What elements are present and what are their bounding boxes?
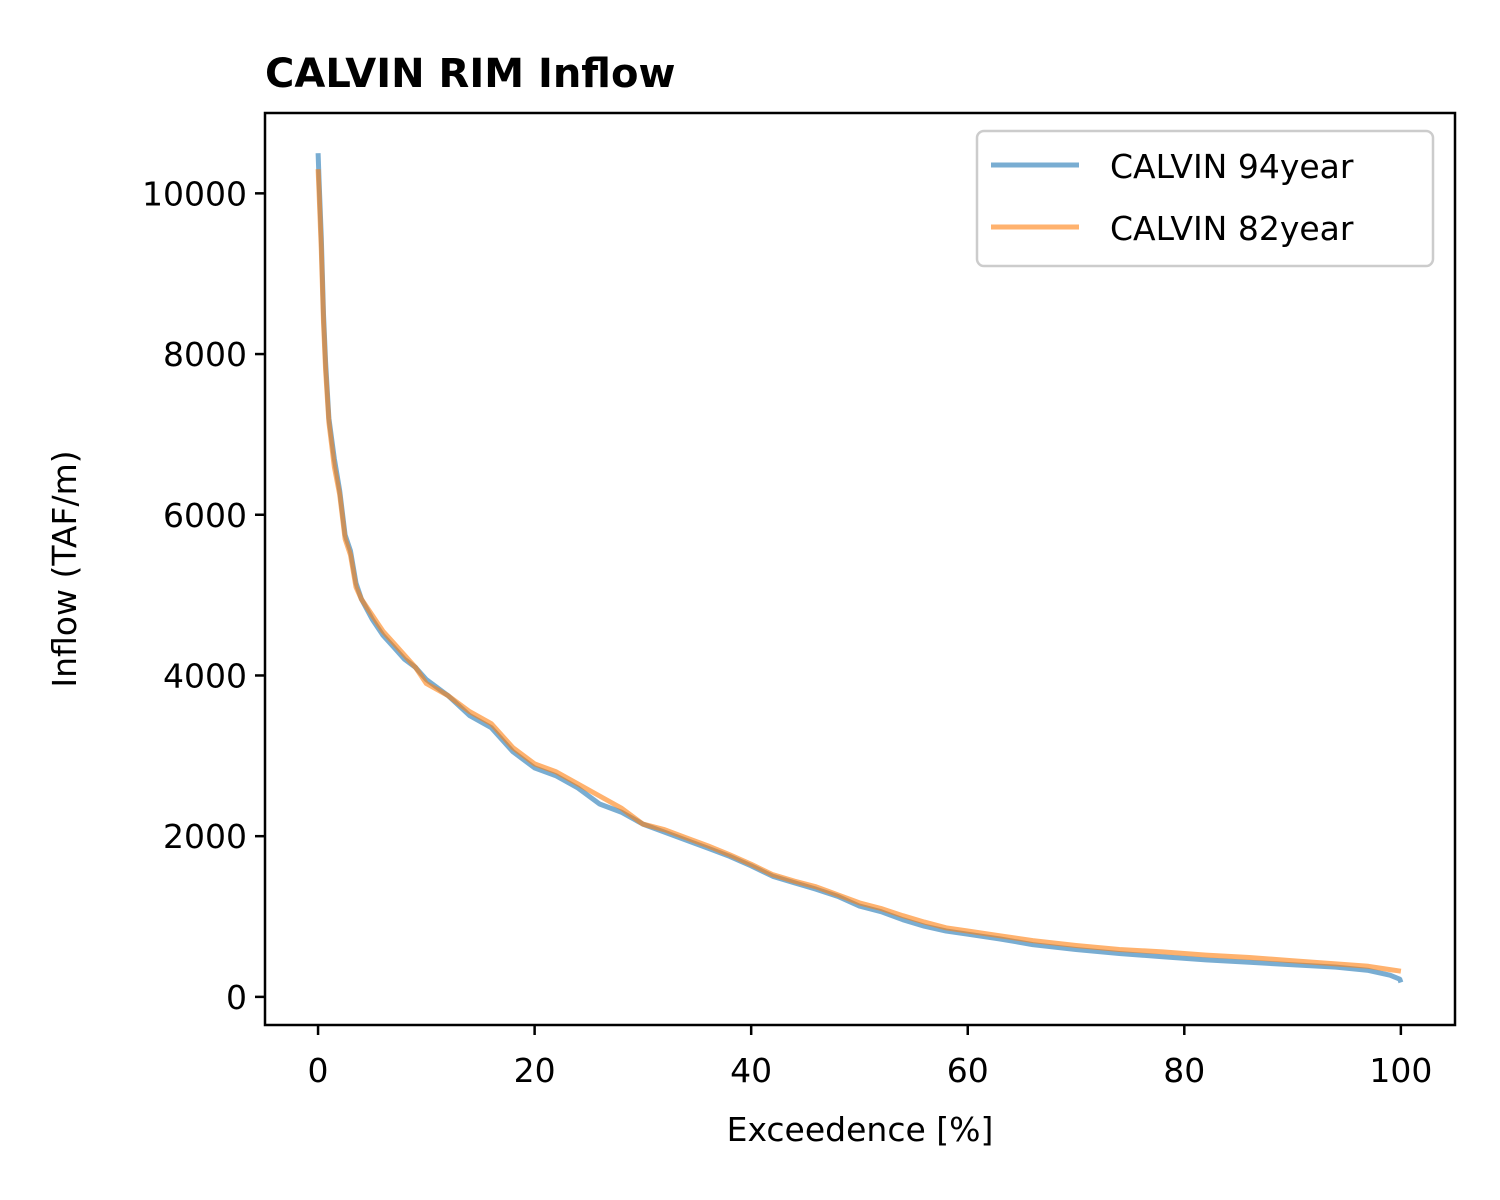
y-tick-label: 10000 [142, 174, 247, 213]
y-tick-label: 2000 [163, 817, 247, 856]
legend-label-82year: CALVIN 82year [1110, 209, 1354, 248]
series-layer [315, 153, 1404, 984]
x-axis-label: Exceedence [%] [727, 1110, 994, 1149]
plot-frame [263, 111, 1457, 1027]
x-tick-label: 20 [514, 1051, 556, 1090]
chart-title: CALVIN RIM Inflow [265, 51, 675, 97]
x-tick-label: 40 [730, 1051, 772, 1090]
x-tick-label: 100 [1369, 1051, 1432, 1090]
y-tick-label: 6000 [163, 496, 247, 535]
y-axis: 0 2000 4000 6000 8000 10000 [142, 174, 265, 1017]
legend-box [975, 129, 1435, 268]
x-tick-label: 80 [1163, 1051, 1205, 1090]
x-axis: 0 20 40 60 80 100 [308, 1025, 1432, 1090]
legend: CALVIN 94year CALVIN 82year [975, 129, 1435, 268]
x-tick-label: 60 [947, 1051, 989, 1090]
y-tick-label: 8000 [163, 335, 247, 374]
y-axis-label: Inflow (TAF/m) [45, 450, 84, 687]
legend-label-94year: CALVIN 94year [1110, 147, 1354, 186]
y-tick-label: 4000 [163, 656, 247, 695]
y-tick-label: 0 [226, 978, 247, 1017]
x-tick-label: 0 [308, 1051, 329, 1090]
series-line-1 [315, 169, 1402, 974]
